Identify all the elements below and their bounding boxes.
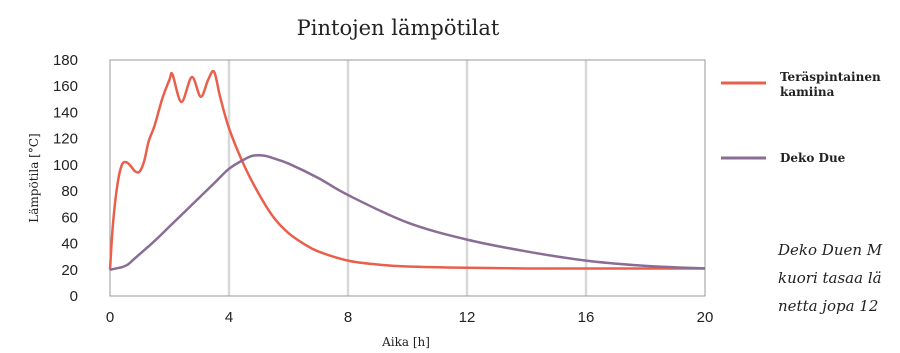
note-line-1: Deko Duen M: [777, 241, 883, 259]
series-line-deko-due: [109, 154, 706, 271]
note-line-2: kuori tasaa lä: [778, 269, 882, 287]
x-tick-label: 4: [225, 309, 233, 326]
y-tick-label: 160: [53, 78, 78, 95]
y-tick-label: 100: [53, 157, 78, 174]
gridlines: [227, 60, 588, 296]
y-tick-label: 40: [61, 236, 78, 253]
x-tick-label: 16: [578, 309, 595, 326]
x-tick-label: 0: [106, 309, 114, 326]
y-tick-label: 140: [53, 104, 78, 121]
y-axis-label: Lämpötila [°C]: [27, 133, 41, 222]
y-tick-label: 60: [61, 209, 78, 226]
y-tick-label: 180: [53, 52, 78, 69]
x-tick-labels: 0 4 8 12 16 20: [106, 309, 714, 326]
legend-label-deko-due: Deko Due: [780, 151, 846, 165]
chart-title: Pintojen lämpötilat: [297, 16, 500, 40]
note-line-3: netta jopa 12: [778, 297, 878, 315]
y-tick-label: 20: [61, 262, 78, 279]
y-tick-label: 0: [70, 288, 78, 305]
x-tick-label: 12: [459, 309, 476, 326]
series-line-teraspintainen: [108, 69, 705, 270]
plot-frame: [109, 59, 706, 297]
x-tick-label: 20: [697, 309, 714, 326]
side-note: Deko Duen M kuori tasaa lä netta jopa 12: [777, 241, 883, 315]
y-tick-labels: 0 20 40 60 80 100 120 140 160 180: [53, 52, 78, 305]
series-lines: [108, 69, 706, 271]
legend-label-teraspintainen: Teräspintainen kamiina: [780, 70, 885, 99]
y-tick-label: 120: [53, 131, 78, 148]
x-tick-label: 8: [344, 309, 352, 326]
y-tick-label: 80: [61, 183, 78, 200]
x-axis-label: Aika [h]: [381, 335, 430, 349]
legend: Teräspintainen kamiina Deko Due: [721, 70, 885, 165]
